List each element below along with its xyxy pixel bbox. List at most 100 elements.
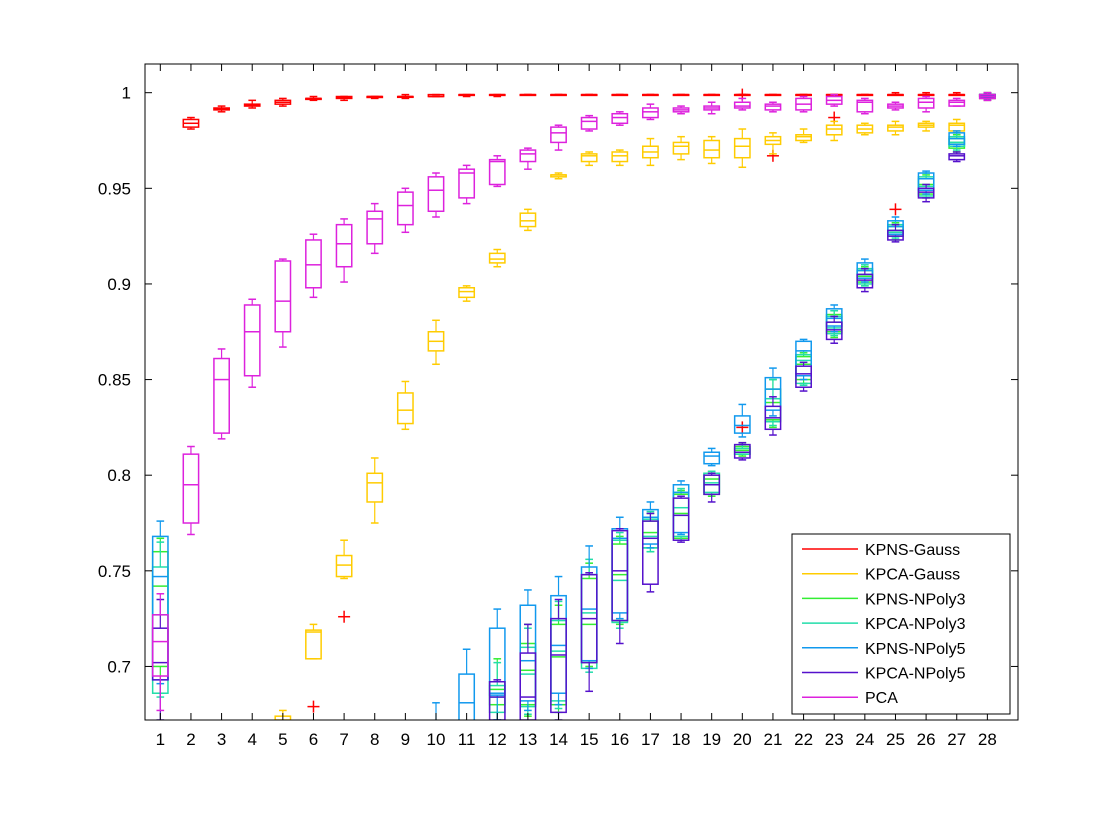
outlier-marker <box>307 700 320 713</box>
box-kpca-gauss-26 <box>917 120 935 132</box>
box-iqr <box>825 321 843 341</box>
box-kpca-gauss-12 <box>488 248 506 268</box>
x-tick-label: 27 <box>947 730 966 749</box>
box-iqr <box>856 99 874 113</box>
box-kpns-npoly5-24 <box>856 258 874 283</box>
box-iqr <box>887 124 904 132</box>
box-kpca-npoly5-23 <box>825 315 843 344</box>
box-iqr <box>182 453 200 524</box>
box-kpns-gauss-15 <box>580 93 598 97</box>
box-kpca-npoly5-27 <box>948 151 966 163</box>
box-pca-22 <box>795 95 812 113</box>
box-kpns-gauss-10 <box>427 93 445 98</box>
y-tick-label: 0.75 <box>98 562 131 581</box>
box-pca-5 <box>274 258 292 348</box>
box-iqr <box>580 116 598 130</box>
box-kpca-gauss-13 <box>519 208 537 232</box>
x-tick-label: 17 <box>641 730 660 749</box>
box-kpns-gauss-7 <box>335 95 353 102</box>
box-kpns-npoly5-26 <box>917 170 935 195</box>
x-tick-label: 6 <box>309 730 318 749</box>
legend-label: KPNS-Gauss <box>865 542 960 559</box>
x-tick-label: 8 <box>370 730 379 749</box>
box-kpns-gauss-3 <box>213 105 230 113</box>
box-pca-14 <box>550 124 567 151</box>
x-tick-label: 19 <box>702 730 721 749</box>
x-tick-label: 5 <box>278 730 287 749</box>
box-kpca-npoly5-20 <box>733 441 751 461</box>
box-pca-20 <box>733 97 751 111</box>
box-kpca-npoly5-22 <box>795 361 812 392</box>
box-iqr <box>642 520 659 585</box>
box-pca-8 <box>366 202 384 255</box>
box-kpca-npoly5-13 <box>519 623 537 720</box>
box-kpca-gauss-25 <box>887 120 904 136</box>
box-iqr <box>917 97 935 109</box>
box-kpns-npoly5-21 <box>764 367 782 417</box>
box-kpca-npoly5-24 <box>856 267 874 293</box>
box-pca-18 <box>672 105 690 115</box>
box-iqr <box>488 158 506 186</box>
outlier-marker <box>736 421 749 434</box>
y-axis: 0.7 0.75 0.8 0.85 0.9 0.95 1 <box>98 84 1018 676</box>
box-iqr <box>396 191 414 226</box>
box-iqr <box>672 497 690 541</box>
x-tick-label: 20 <box>733 730 752 749</box>
outlier-marker <box>889 203 902 216</box>
series-kpca-npoly5 <box>151 91 996 720</box>
box-iqr <box>733 137 751 159</box>
box-kpca-gauss-16 <box>611 149 629 167</box>
box-pca-11 <box>458 164 476 205</box>
box-kpns-gauss-12 <box>488 93 506 98</box>
box-kpns-gauss-9 <box>396 93 414 100</box>
box-iqr <box>243 304 261 377</box>
box-iqr <box>274 260 292 333</box>
box-kpca-gauss-7 <box>335 539 353 580</box>
y-tick-label: 0.85 <box>98 371 131 390</box>
box-iqr <box>856 273 874 289</box>
box-kpns-gauss-21 <box>764 93 782 97</box>
box-pca-1 <box>151 593 169 712</box>
box-kpns-gauss-4 <box>243 99 261 109</box>
box-iqr <box>488 252 506 264</box>
box-kpns-gauss-5 <box>274 97 292 107</box>
box-pca-26 <box>917 95 935 113</box>
box-pca-21 <box>764 101 782 113</box>
box-pca-25 <box>887 101 904 111</box>
box-iqr <box>151 614 169 677</box>
y-tick-label: 0.9 <box>107 275 131 294</box>
box-iqr <box>396 392 414 425</box>
box-iqr <box>825 124 843 136</box>
box-kpca-gauss-18 <box>672 135 690 161</box>
box-iqr <box>366 472 384 503</box>
x-tick-label: 25 <box>886 730 905 749</box>
box-kpns-gauss-6 <box>305 95 322 102</box>
box-iqr <box>335 554 353 578</box>
legend-label: KPNS-NPoly3 <box>865 591 966 608</box>
box-iqr <box>733 443 751 459</box>
box-kpca-gauss-19 <box>703 135 721 165</box>
box-pca-27 <box>948 97 966 107</box>
box-iqr <box>519 212 537 228</box>
box-kpns-npoly5-22 <box>795 338 812 381</box>
x-tick-label: 11 <box>458 730 476 749</box>
box-iqr <box>672 141 690 155</box>
box-kpca-gauss-10 <box>427 319 445 366</box>
box-kpns-gauss-13 <box>519 93 537 97</box>
box-iqr <box>795 340 812 377</box>
legend-box <box>791 533 1011 715</box>
box-kpca-npoly5-26 <box>917 183 935 203</box>
y-tick-label: 1 <box>122 84 131 103</box>
x-tick-label: 18 <box>672 730 691 749</box>
x-tick-label: 1 <box>156 730 165 749</box>
box-iqr <box>488 627 506 696</box>
box-kpca-gauss-20 <box>733 128 751 169</box>
box-pca-15 <box>580 114 598 132</box>
box-kpca-npoly5-19 <box>703 472 721 503</box>
series-kpca-gauss <box>274 91 996 720</box>
box-kpca-gauss-8 <box>366 457 384 524</box>
box-kpns-npoly5-19 <box>703 447 721 467</box>
box-kpns-npoly5-20 <box>733 403 751 438</box>
box-kpns-gauss-24 <box>856 93 874 97</box>
box-pca-10 <box>427 172 445 218</box>
